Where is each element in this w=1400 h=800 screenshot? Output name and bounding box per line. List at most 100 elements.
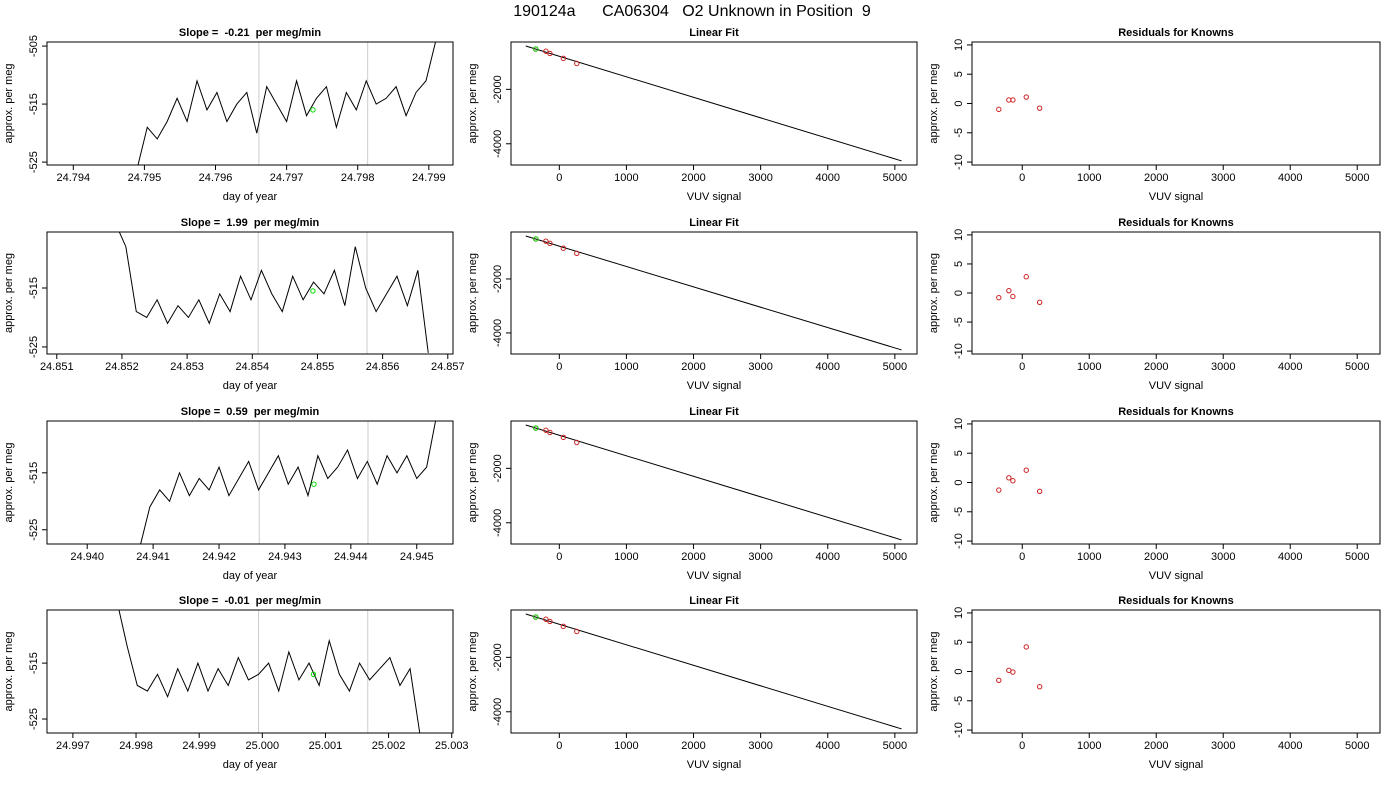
y-axis-label: approx. per meg [928,631,940,711]
data-point [1036,684,1043,690]
y-tick-label: 0 [953,668,965,674]
y-tick-label: -525 [28,519,40,541]
x-tick-label: 2000 [681,361,705,373]
x-axis-label: day of year [223,570,278,582]
x-tick-label: 5000 [1345,172,1369,184]
data-point [547,50,553,57]
x-axis-label: day of year [223,380,278,392]
x-tick-label: 5000 [1345,361,1369,373]
x-tick-label: 4000 [816,172,840,184]
x-tick-label: 0 [1019,361,1025,373]
y-tick-label: -2000 [492,454,504,482]
x-tick-label: 24.945 [400,551,434,563]
x-axis-label: VUV signal [687,191,741,203]
x-tick-label: 2000 [1144,172,1168,184]
plot-frame [971,609,1381,734]
x-tick-label: 2000 [1144,551,1168,563]
data-point [1010,97,1016,103]
x-tick-label: 24.941 [136,551,170,563]
plot-frame [971,231,1381,355]
y-tick-label: -5 [953,317,965,327]
panel-title: Linear Fit [689,217,739,229]
data-point [996,106,1002,113]
x-axis-label: VUV signal [1149,191,1203,203]
data-point [996,677,1002,683]
data-point [543,616,549,622]
x-tick-label: 24.851 [40,361,74,373]
x-tick-label: 5000 [883,740,907,752]
x-tick-label: 4000 [816,740,840,752]
data-point [574,60,580,67]
data-point [543,48,549,54]
data-point [574,628,580,635]
y-tick-label: -10 [953,533,965,549]
x-tick-label: 24.940 [70,551,104,563]
y-tick-label: -4000 [492,130,504,158]
x-tick-label: 1000 [1077,551,1101,563]
x-tick-label: 24.794 [56,172,90,184]
x-axis-label: VUV signal [687,570,741,582]
y-tick-label: 5 [953,639,965,645]
x-tick-label: 0 [556,740,562,752]
data-point [1010,669,1016,675]
y-tick-label: -4000 [492,698,504,726]
y-tick-label: -2000 [492,265,504,293]
x-tick-label: 1000 [614,172,638,184]
data-point [574,250,580,257]
plot-frame [510,41,918,166]
x-tick-label: 3000 [748,740,772,752]
x-tick-label: 3000 [1211,740,1235,752]
series-line [118,232,429,353]
data-point [533,236,539,242]
data-point [533,46,539,52]
x-tick-label: 2000 [1144,361,1168,373]
x-tick-label: 24.852 [105,361,139,373]
data-point [310,288,316,294]
series-line [525,613,902,730]
x-tick-label: 24.998 [119,740,153,752]
x-tick-label: 4000 [1278,172,1302,184]
data-point [1023,644,1029,650]
x-axis-label: VUV signal [1149,380,1203,392]
x-tick-label: 4000 [1278,740,1302,752]
x-tick-label: 24.854 [235,361,269,373]
plot-area [137,42,437,165]
x-tick-label: 0 [1019,551,1025,563]
x-tick-label: 5000 [1345,740,1369,752]
x-tick-label: 1000 [1077,172,1101,184]
x-tick-label: 0 [556,361,562,373]
y-tick-label: 0 [953,290,965,296]
x-tick-label: 5000 [883,361,907,373]
y-tick-label: -525 [28,151,40,173]
y-tick-label: -515 [28,462,40,484]
x-tick-label: 5000 [1345,551,1369,563]
data-point [1006,287,1012,294]
panel-title: Linear Fit [689,595,739,607]
x-axis-label: day of year [223,759,278,771]
y-tick-label: -4000 [492,319,504,347]
x-tick-label: 4000 [816,361,840,373]
x-tick-label: 2000 [681,172,705,184]
x-tick-label: 2000 [681,551,705,563]
x-tick-label: 3000 [1211,551,1235,563]
x-tick-label: 4000 [1278,361,1302,373]
x-tick-label: 24.853 [170,361,204,373]
y-axis-label: approx. per meg [3,631,15,711]
plot-area [525,613,902,730]
x-tick-label: 25.001 [309,740,343,752]
data-point [560,434,567,441]
plot-area [996,274,1043,305]
series-line [140,421,437,544]
x-tick-label: 5000 [883,551,907,563]
plot-area [118,232,429,354]
y-tick-label: -525 [28,708,40,730]
data-point [311,481,317,487]
y-tick-label: -2000 [492,643,504,671]
data-point [996,487,1002,493]
x-tick-label: 4000 [816,551,840,563]
x-tick-label: 3000 [748,361,772,373]
plot-area [996,467,1043,494]
y-tick-label: -10 [953,343,965,359]
